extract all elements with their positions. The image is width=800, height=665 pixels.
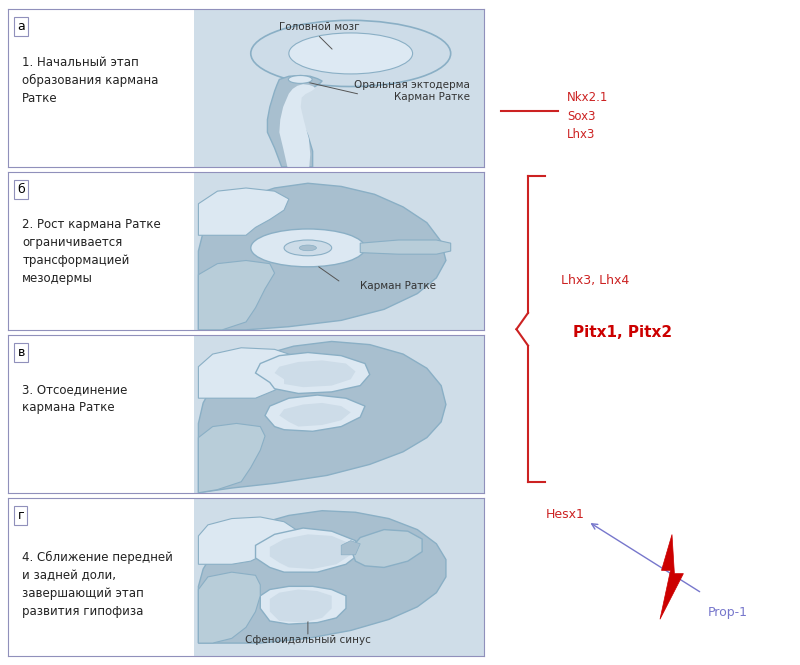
Polygon shape (341, 541, 360, 555)
Polygon shape (360, 240, 450, 254)
FancyBboxPatch shape (194, 9, 484, 167)
Polygon shape (265, 395, 365, 432)
Circle shape (289, 33, 413, 74)
Polygon shape (198, 261, 274, 330)
Polygon shape (198, 348, 303, 398)
Polygon shape (660, 535, 683, 619)
Polygon shape (255, 528, 360, 572)
Circle shape (299, 245, 317, 251)
Text: Головной мозг: Головной мозг (279, 22, 360, 32)
Text: в: в (18, 346, 25, 359)
Text: 1. Начальный этап
образования кармана
Ратке: 1. Начальный этап образования кармана Ра… (22, 56, 158, 105)
Text: Nkx2.1: Nkx2.1 (567, 91, 608, 104)
Polygon shape (279, 403, 350, 426)
Text: Lhx3: Lhx3 (567, 128, 595, 141)
Polygon shape (274, 360, 355, 387)
Text: Hesx1: Hesx1 (546, 509, 585, 521)
Text: Сфеноидальный синус: Сфеноидальный синус (245, 635, 371, 645)
Text: Pitx1, Pitx2: Pitx1, Pitx2 (573, 325, 672, 340)
Text: 4. Сближение передней
и задней доли,
завершающий этап
развития гипофиза: 4. Сближение передней и задней доли, зав… (22, 551, 173, 618)
Text: г: г (18, 509, 24, 522)
PathPatch shape (279, 84, 315, 167)
Circle shape (250, 229, 365, 267)
Circle shape (284, 240, 332, 256)
Text: Sox3: Sox3 (567, 110, 595, 122)
Text: Lhx3, Lhx4: Lhx3, Lhx4 (561, 274, 630, 287)
Circle shape (288, 76, 312, 83)
Polygon shape (198, 188, 289, 235)
Text: Prop-1: Prop-1 (708, 606, 748, 619)
Polygon shape (270, 589, 332, 622)
Polygon shape (198, 424, 265, 493)
Polygon shape (198, 341, 446, 493)
FancyBboxPatch shape (194, 335, 484, 493)
Polygon shape (198, 572, 260, 643)
Polygon shape (270, 535, 350, 569)
Polygon shape (350, 529, 422, 567)
Text: а: а (18, 21, 26, 33)
Text: б: б (18, 184, 26, 196)
Text: Оральная эктодерма
Карман Ратке: Оральная эктодерма Карман Ратке (354, 80, 470, 102)
FancyBboxPatch shape (194, 498, 484, 656)
Polygon shape (198, 184, 446, 330)
Polygon shape (255, 352, 370, 394)
Text: 3. Отсоединение
кармана Ратке: 3. Отсоединение кармана Ратке (22, 382, 128, 414)
PathPatch shape (267, 76, 322, 167)
Polygon shape (260, 587, 346, 624)
Text: 2. Рост кармана Ратке
ограничивается
трансформацией
мезодермы: 2. Рост кармана Ратке ограничивается тра… (22, 217, 161, 285)
Polygon shape (198, 511, 446, 643)
Circle shape (250, 21, 450, 86)
Polygon shape (198, 517, 298, 565)
FancyBboxPatch shape (194, 172, 484, 330)
Text: Карман Ратке: Карман Ратке (360, 281, 436, 291)
